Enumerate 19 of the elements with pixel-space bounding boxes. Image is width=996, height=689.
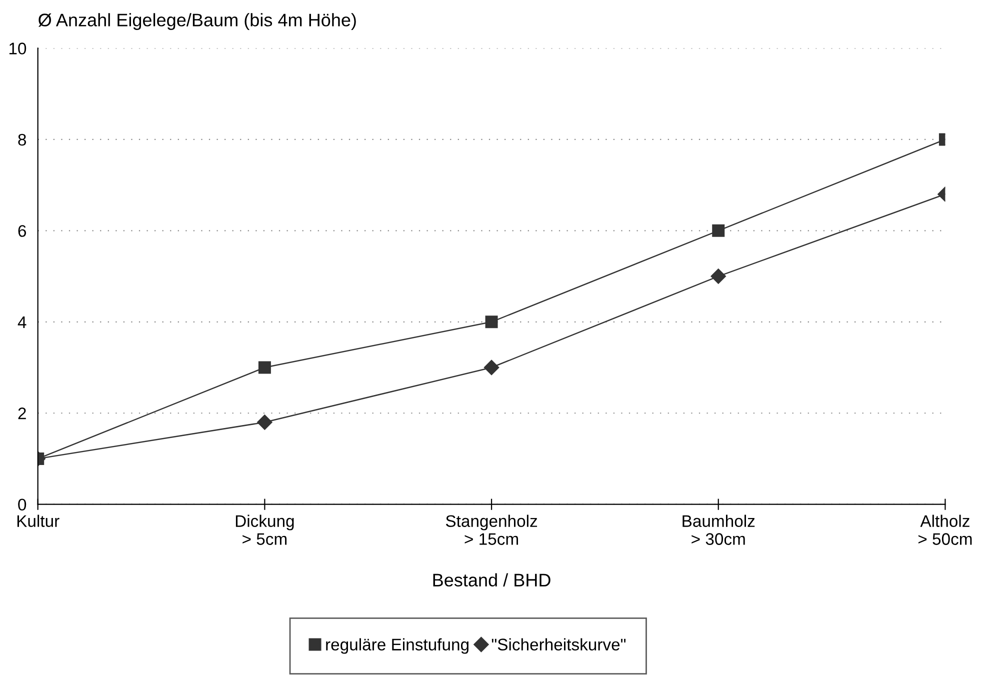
y-tick-label: 2 [18,408,26,420]
y-tick-label: 8 [18,134,26,146]
legend-label: "Sicherheitskurve" [492,638,626,650]
x-tick-label: Kultur [17,514,60,528]
x-tick-label: Baumholz > 30cm [682,514,755,545]
legend-label: reguläre Einstufung [326,638,468,654]
x-axis-title: Bestand / BHD [433,573,550,587]
x-tick-label: Altholz > 50cm [918,514,972,545]
y-tick-label: 4 [18,316,26,328]
x-tick-label: Dickung > 5cm [236,514,294,545]
y-tick-label: 0 [18,498,26,511]
x-tick-label: Stangenholz > 15cm [446,514,538,545]
y-tick-label: 6 [18,225,26,237]
point [484,360,500,376]
point [257,414,272,430]
y-tick-label: 10 [9,42,26,54]
point [258,361,271,374]
point [485,316,498,328]
y-axis-title: Ø Anzahl Eigelege/Baum (bis 4m Höhe) [38,13,356,30]
